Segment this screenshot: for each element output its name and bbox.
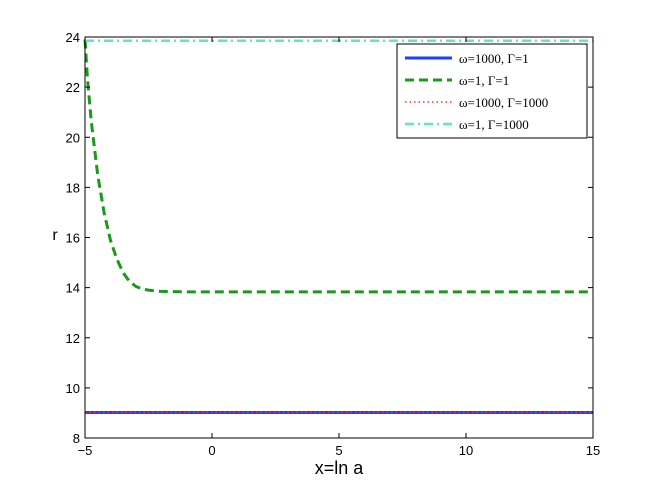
x-axis-label: x=ln a bbox=[315, 458, 365, 478]
legend-label: ω=1, Γ=1000 bbox=[459, 117, 529, 132]
x-tick-label: −5 bbox=[78, 443, 93, 458]
y-tick-label: 24 bbox=[66, 30, 80, 45]
y-axis-label: r bbox=[52, 227, 58, 244]
legend-label: ω=1, Γ=1 bbox=[459, 73, 509, 88]
legend-box bbox=[396, 43, 588, 139]
legend-label: ω=1000, Γ=1000 bbox=[459, 95, 548, 110]
series-line-2 bbox=[83, 39, 593, 294]
x-tick-label: 0 bbox=[208, 443, 215, 458]
y-tick-label: 8 bbox=[73, 431, 80, 446]
y-tick-label: 10 bbox=[66, 381, 80, 396]
y-tick-label: 16 bbox=[66, 231, 80, 246]
x-tick-label: 10 bbox=[459, 443, 473, 458]
tick-group: −5 0 5 10 15 8 10 12 14 16 18 20 22 24 bbox=[66, 30, 601, 458]
x-tick-label: 5 bbox=[335, 443, 342, 458]
x-tick-label: 15 bbox=[586, 443, 600, 458]
y-tick-label: 22 bbox=[66, 80, 80, 95]
legend: ω=1000, Γ=1 ω=1, Γ=1 ω=1000, Γ=1000 ω=1, Γ=… bbox=[396, 43, 588, 139]
y-tick-label: 20 bbox=[66, 130, 80, 145]
y-tick-label: 18 bbox=[66, 180, 80, 195]
y-tick-label: 12 bbox=[66, 331, 80, 346]
legend-label: ω=1000, Γ=1 bbox=[459, 51, 529, 66]
y-tick-label: 14 bbox=[66, 281, 80, 296]
